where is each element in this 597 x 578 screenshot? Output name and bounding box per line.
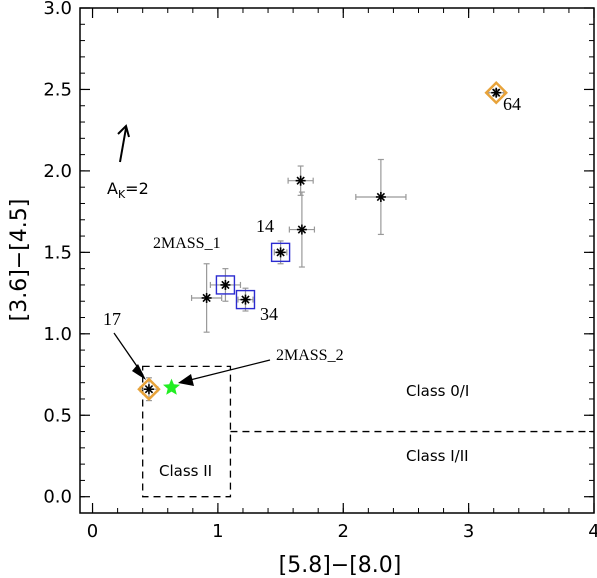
- blue-square-marker: [235, 289, 256, 310]
- data-point: [201, 292, 212, 303]
- x-tick-label: 3: [463, 521, 474, 542]
- label-2mass1: 2MASS_1: [153, 235, 221, 252]
- asterisk-stroke: [492, 88, 501, 97]
- markers: [137, 80, 508, 401]
- asterisk-stroke: [296, 176, 305, 185]
- label-class-0-i: Class 0/I: [406, 382, 469, 400]
- plot-frame: [79, 7, 595, 514]
- extinction-arrow-head: [117, 124, 130, 138]
- data-point: [491, 87, 502, 98]
- x-tick-label: 0: [87, 521, 98, 542]
- region-boundaries: [142, 365, 594, 498]
- data-point: [275, 247, 286, 258]
- y-tick-label: 3.0: [43, 0, 72, 19]
- label-14: 14: [256, 216, 274, 236]
- orange-diamond-marker: [484, 80, 508, 105]
- extinction-label: AK=2: [107, 179, 149, 201]
- label-64: 64: [503, 94, 521, 114]
- x-tick-label: 4: [588, 521, 597, 542]
- data-point: [240, 294, 251, 305]
- class-ii-region: [142, 365, 232, 498]
- y-tick-label: 0.5: [43, 405, 72, 426]
- y-tick-label: 0.0: [43, 487, 72, 508]
- y-axis-label: [3.6]−[4.5]: [7, 199, 32, 322]
- y-tick-label: 1.5: [43, 242, 72, 263]
- x-axis-label: [5.8]−[8.0]: [279, 553, 402, 578]
- data-point: [296, 224, 307, 235]
- orange-diamond-marker: [137, 377, 161, 401]
- asterisk-stroke: [221, 280, 230, 290]
- y-tick-label: 2.0: [43, 161, 72, 182]
- blue-square-marker: [215, 275, 236, 295]
- arrow-2mass2-head: [178, 374, 194, 386]
- data-points: [143, 87, 502, 395]
- asterisk-stroke: [276, 248, 285, 257]
- asterisk-stroke: [241, 295, 250, 304]
- green-star-marker: [163, 378, 181, 395]
- arrow-17-head: [132, 364, 146, 380]
- extinction-arrow: [119, 127, 127, 163]
- y-tick-label: 1.0: [43, 324, 72, 345]
- data-point: [220, 279, 231, 290]
- x-tick-label: 1: [212, 521, 223, 542]
- x-tick-label: 2: [338, 521, 349, 542]
- asterisk-stroke: [297, 225, 307, 234]
- data-point: [143, 384, 154, 395]
- arrow-2mass2: [181, 359, 271, 383]
- asterisk-stroke: [144, 385, 154, 394]
- label-class-ii: Class II: [159, 462, 212, 480]
- asterisk-stroke: [202, 293, 211, 303]
- blue-square-marker: [270, 242, 291, 263]
- label-34: 34: [260, 304, 278, 324]
- label-2mass2: 2MASS_2: [276, 347, 344, 364]
- label-17: 17: [103, 309, 121, 329]
- y-axis-ticks: 0.0 0.5 1.0 1.5 2.0 2.5 3.0: [43, 0, 594, 508]
- data-point: [375, 191, 386, 202]
- asterisk-stroke: [376, 192, 386, 202]
- data-point: [295, 175, 306, 186]
- label-class-i-ii: Class I/II: [406, 447, 469, 465]
- y-tick-label: 2.5: [43, 79, 72, 100]
